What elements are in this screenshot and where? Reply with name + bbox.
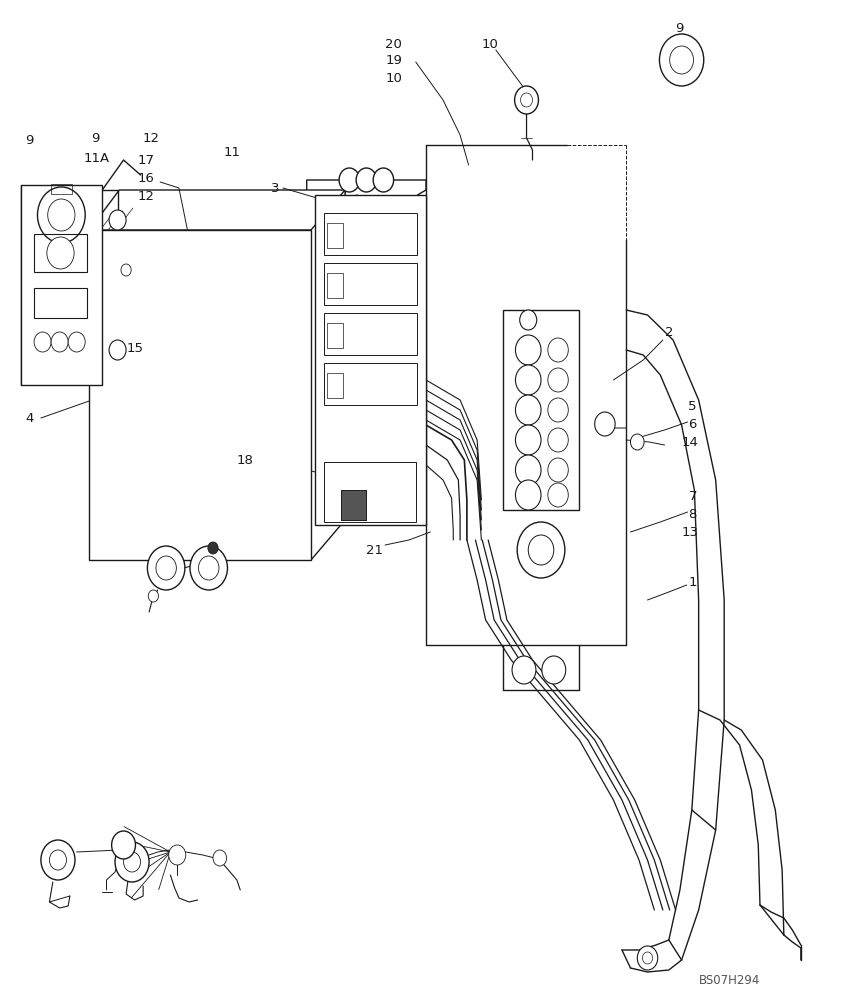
Circle shape (147, 546, 185, 590)
Circle shape (41, 840, 75, 880)
Circle shape (68, 332, 85, 352)
Circle shape (156, 556, 176, 580)
Circle shape (548, 398, 568, 422)
Circle shape (109, 210, 126, 230)
Text: 12: 12 (138, 190, 155, 202)
Text: 4: 4 (26, 412, 34, 424)
Circle shape (512, 656, 536, 684)
Circle shape (642, 952, 653, 964)
Bar (21, 185, 102, 385)
Bar (324, 363, 417, 405)
Bar (324, 313, 417, 355)
Circle shape (190, 546, 227, 590)
Circle shape (339, 168, 360, 192)
Bar (324, 263, 417, 305)
Circle shape (548, 428, 568, 452)
Polygon shape (89, 190, 345, 230)
Text: 16: 16 (138, 172, 155, 184)
Circle shape (521, 93, 532, 107)
Text: 18: 18 (237, 454, 254, 466)
Bar (341, 490, 366, 520)
Text: 15: 15 (126, 342, 143, 355)
Bar (327, 273, 343, 298)
Bar (51, 184, 72, 194)
Circle shape (515, 86, 538, 114)
Circle shape (47, 237, 74, 269)
Text: 19: 19 (385, 54, 402, 68)
Circle shape (121, 264, 131, 276)
Circle shape (548, 483, 568, 507)
Circle shape (124, 852, 141, 872)
Circle shape (169, 845, 186, 865)
Circle shape (213, 850, 227, 866)
Text: 21: 21 (366, 544, 383, 556)
Text: 3: 3 (271, 182, 279, 194)
Text: 10: 10 (481, 37, 498, 50)
Circle shape (48, 199, 75, 231)
Text: 9: 9 (91, 131, 100, 144)
Bar (324, 213, 417, 255)
Text: 7: 7 (688, 490, 697, 504)
Text: 10: 10 (385, 72, 402, 85)
Circle shape (109, 340, 126, 360)
Text: 8: 8 (688, 508, 697, 522)
Bar (34, 288, 87, 318)
Bar (315, 195, 426, 525)
Text: 17: 17 (138, 153, 155, 166)
Text: 6: 6 (688, 418, 697, 432)
Circle shape (515, 395, 541, 425)
Text: 12: 12 (142, 131, 159, 144)
Circle shape (49, 850, 66, 870)
Polygon shape (311, 190, 345, 560)
Text: BS07H294: BS07H294 (699, 974, 760, 986)
Circle shape (630, 434, 644, 450)
Text: 9: 9 (26, 133, 34, 146)
Bar (327, 323, 343, 348)
Text: 11: 11 (223, 145, 240, 158)
Circle shape (515, 365, 541, 395)
Circle shape (659, 34, 704, 86)
Text: 20: 20 (385, 37, 402, 50)
Circle shape (34, 332, 51, 352)
Text: 9: 9 (675, 21, 683, 34)
Circle shape (51, 332, 68, 352)
Bar (324, 462, 416, 522)
Bar (503, 310, 579, 510)
Circle shape (637, 946, 658, 970)
Circle shape (517, 522, 565, 578)
Circle shape (356, 168, 377, 192)
Circle shape (112, 831, 135, 859)
Text: 5: 5 (688, 400, 697, 414)
Circle shape (515, 480, 541, 510)
Circle shape (199, 556, 219, 580)
Circle shape (542, 656, 566, 684)
Bar (327, 373, 343, 398)
Bar (34, 234, 87, 272)
Circle shape (115, 842, 149, 882)
Bar (327, 223, 343, 248)
Text: 1: 1 (688, 576, 697, 588)
Circle shape (515, 335, 541, 365)
Circle shape (548, 458, 568, 482)
Circle shape (520, 310, 537, 330)
Text: 11A: 11A (83, 151, 110, 164)
Circle shape (37, 187, 85, 243)
Text: 13: 13 (682, 526, 699, 540)
Circle shape (208, 542, 218, 554)
Bar (89, 230, 311, 560)
Circle shape (670, 46, 694, 74)
Circle shape (515, 425, 541, 455)
Circle shape (528, 535, 554, 565)
Circle shape (515, 455, 541, 485)
Circle shape (148, 590, 158, 602)
Circle shape (373, 168, 394, 192)
Circle shape (548, 368, 568, 392)
Circle shape (548, 338, 568, 362)
Circle shape (595, 412, 615, 436)
Text: 2: 2 (665, 326, 673, 338)
Text: 14: 14 (682, 436, 699, 450)
